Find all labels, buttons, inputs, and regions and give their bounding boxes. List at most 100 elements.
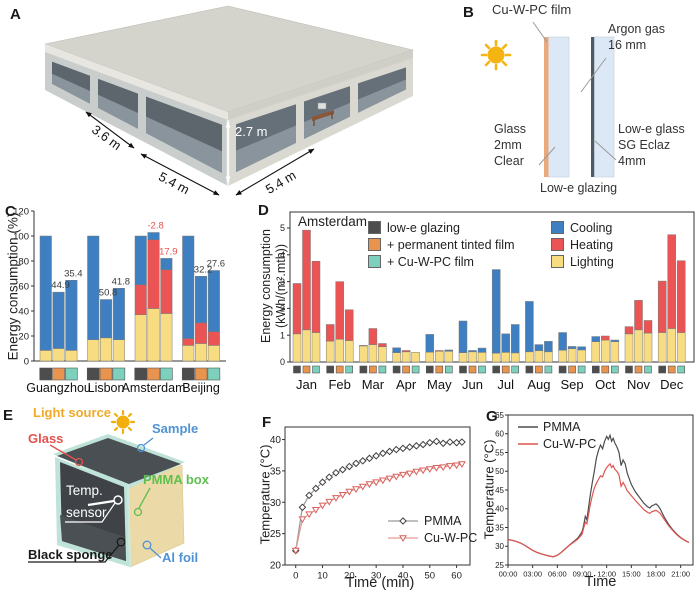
bar-segment xyxy=(134,284,147,315)
bar-segment xyxy=(657,332,667,363)
marker xyxy=(432,437,441,446)
bar-segment xyxy=(182,235,195,339)
sample-label: Sample xyxy=(152,421,199,436)
svg-text:5: 5 xyxy=(280,223,285,233)
category-label: Jan xyxy=(296,377,317,392)
building-roof xyxy=(43,5,415,120)
marker xyxy=(332,468,340,477)
bar-segment xyxy=(207,270,220,332)
svg-text:60: 60 xyxy=(451,571,462,582)
bar-segment xyxy=(667,328,676,363)
svg-text:40: 40 xyxy=(495,505,504,514)
marker xyxy=(425,466,434,474)
bar-segment xyxy=(392,347,401,353)
glazing-swatch xyxy=(459,365,467,374)
marker xyxy=(457,461,466,468)
marker xyxy=(305,511,314,519)
bar-segment xyxy=(147,239,160,309)
svg-text:55: 55 xyxy=(495,448,504,457)
bar-segment xyxy=(468,350,477,353)
svg-text:60: 60 xyxy=(495,430,504,439)
experiment-setup-diagram xyxy=(28,409,185,568)
bar-segment xyxy=(525,301,534,353)
category-label: Jul xyxy=(497,377,514,392)
category-label: Mar xyxy=(362,377,385,392)
pmma-box-label: PMMA box xyxy=(143,472,209,487)
glazing-swatch xyxy=(610,365,619,374)
svg-text:50: 50 xyxy=(495,467,504,476)
glazing-swatch xyxy=(302,365,311,374)
panel-d-letter: D xyxy=(258,202,269,219)
panel-e: E xyxy=(0,395,250,595)
marker xyxy=(318,478,327,487)
bar-segment xyxy=(577,349,586,363)
category-label: Beijing xyxy=(182,381,220,395)
glazing-swatch xyxy=(112,367,126,381)
bar-segment xyxy=(610,341,620,363)
bar-groups xyxy=(39,232,220,362)
category-label: Dec xyxy=(660,377,684,392)
marker xyxy=(452,462,461,470)
bar-segment xyxy=(344,309,354,341)
svg-text:20: 20 xyxy=(18,331,29,342)
bar-segment xyxy=(160,313,173,362)
glazing-swatch xyxy=(525,365,534,374)
marker xyxy=(358,483,367,491)
bar-segment xyxy=(643,320,653,334)
bar-segment xyxy=(558,332,567,351)
bar-segment xyxy=(311,260,321,333)
bar-segment xyxy=(100,299,113,339)
panel-f: F Temperature (°C) 0 10 20 30 40 50 60 20 25 30 35… xyxy=(250,390,480,595)
bar-segment xyxy=(39,235,52,351)
marker xyxy=(345,462,354,471)
sun-icon-small xyxy=(110,409,136,435)
d-title: Amsterdam xyxy=(298,214,368,229)
film-label: Cu-W-PC film xyxy=(492,2,572,17)
svg-text:15:00: 15:00 xyxy=(622,570,641,579)
glazing-swatch xyxy=(378,365,387,374)
category-label: Sep xyxy=(561,377,584,392)
glazing-swatch xyxy=(326,365,334,374)
glazing-swatch xyxy=(52,367,65,381)
bar-segment xyxy=(477,347,487,353)
panel-g-letter: G xyxy=(486,408,498,425)
glazing-swatch xyxy=(501,365,510,374)
svg-text:30: 30 xyxy=(371,571,382,582)
marker xyxy=(365,481,374,489)
dim-5-4m-right: 5.4 m xyxy=(263,167,299,196)
legend-item: low-e glazing xyxy=(368,219,515,236)
dimension-arrows xyxy=(85,111,315,196)
svg-text:00:00: 00:00 xyxy=(499,570,518,579)
marker xyxy=(452,438,461,447)
glazing-swatch xyxy=(568,365,576,374)
g-legend: PMMA Cu-W-PC xyxy=(518,418,596,452)
legend-item: Cooling xyxy=(551,219,614,236)
glazing-swatch xyxy=(293,365,301,374)
marker xyxy=(312,484,320,493)
bar-segment xyxy=(425,334,435,353)
category-label: Oct xyxy=(595,377,616,392)
category-label: Jun xyxy=(462,377,483,392)
glass-label: Glass xyxy=(28,431,64,446)
bar-segment xyxy=(302,229,311,331)
bar-segment xyxy=(87,235,100,340)
svg-text:50: 50 xyxy=(424,571,435,582)
svg-text:25: 25 xyxy=(270,529,282,540)
bar-segment xyxy=(52,348,65,362)
savings-label: 27.6 xyxy=(207,259,226,270)
glazing-swatch xyxy=(181,367,195,381)
bar-segment xyxy=(134,314,147,362)
marker xyxy=(445,463,454,470)
bar-segment xyxy=(425,351,435,363)
marker xyxy=(331,495,340,502)
bar-segment xyxy=(501,352,510,363)
glazing-swatch xyxy=(644,365,652,374)
marker xyxy=(385,475,394,483)
marker xyxy=(399,444,407,453)
marker xyxy=(358,457,367,465)
marker xyxy=(352,459,360,468)
svg-text:30: 30 xyxy=(270,498,282,509)
bar-segment xyxy=(207,331,220,346)
glazing-swatch xyxy=(65,367,78,381)
